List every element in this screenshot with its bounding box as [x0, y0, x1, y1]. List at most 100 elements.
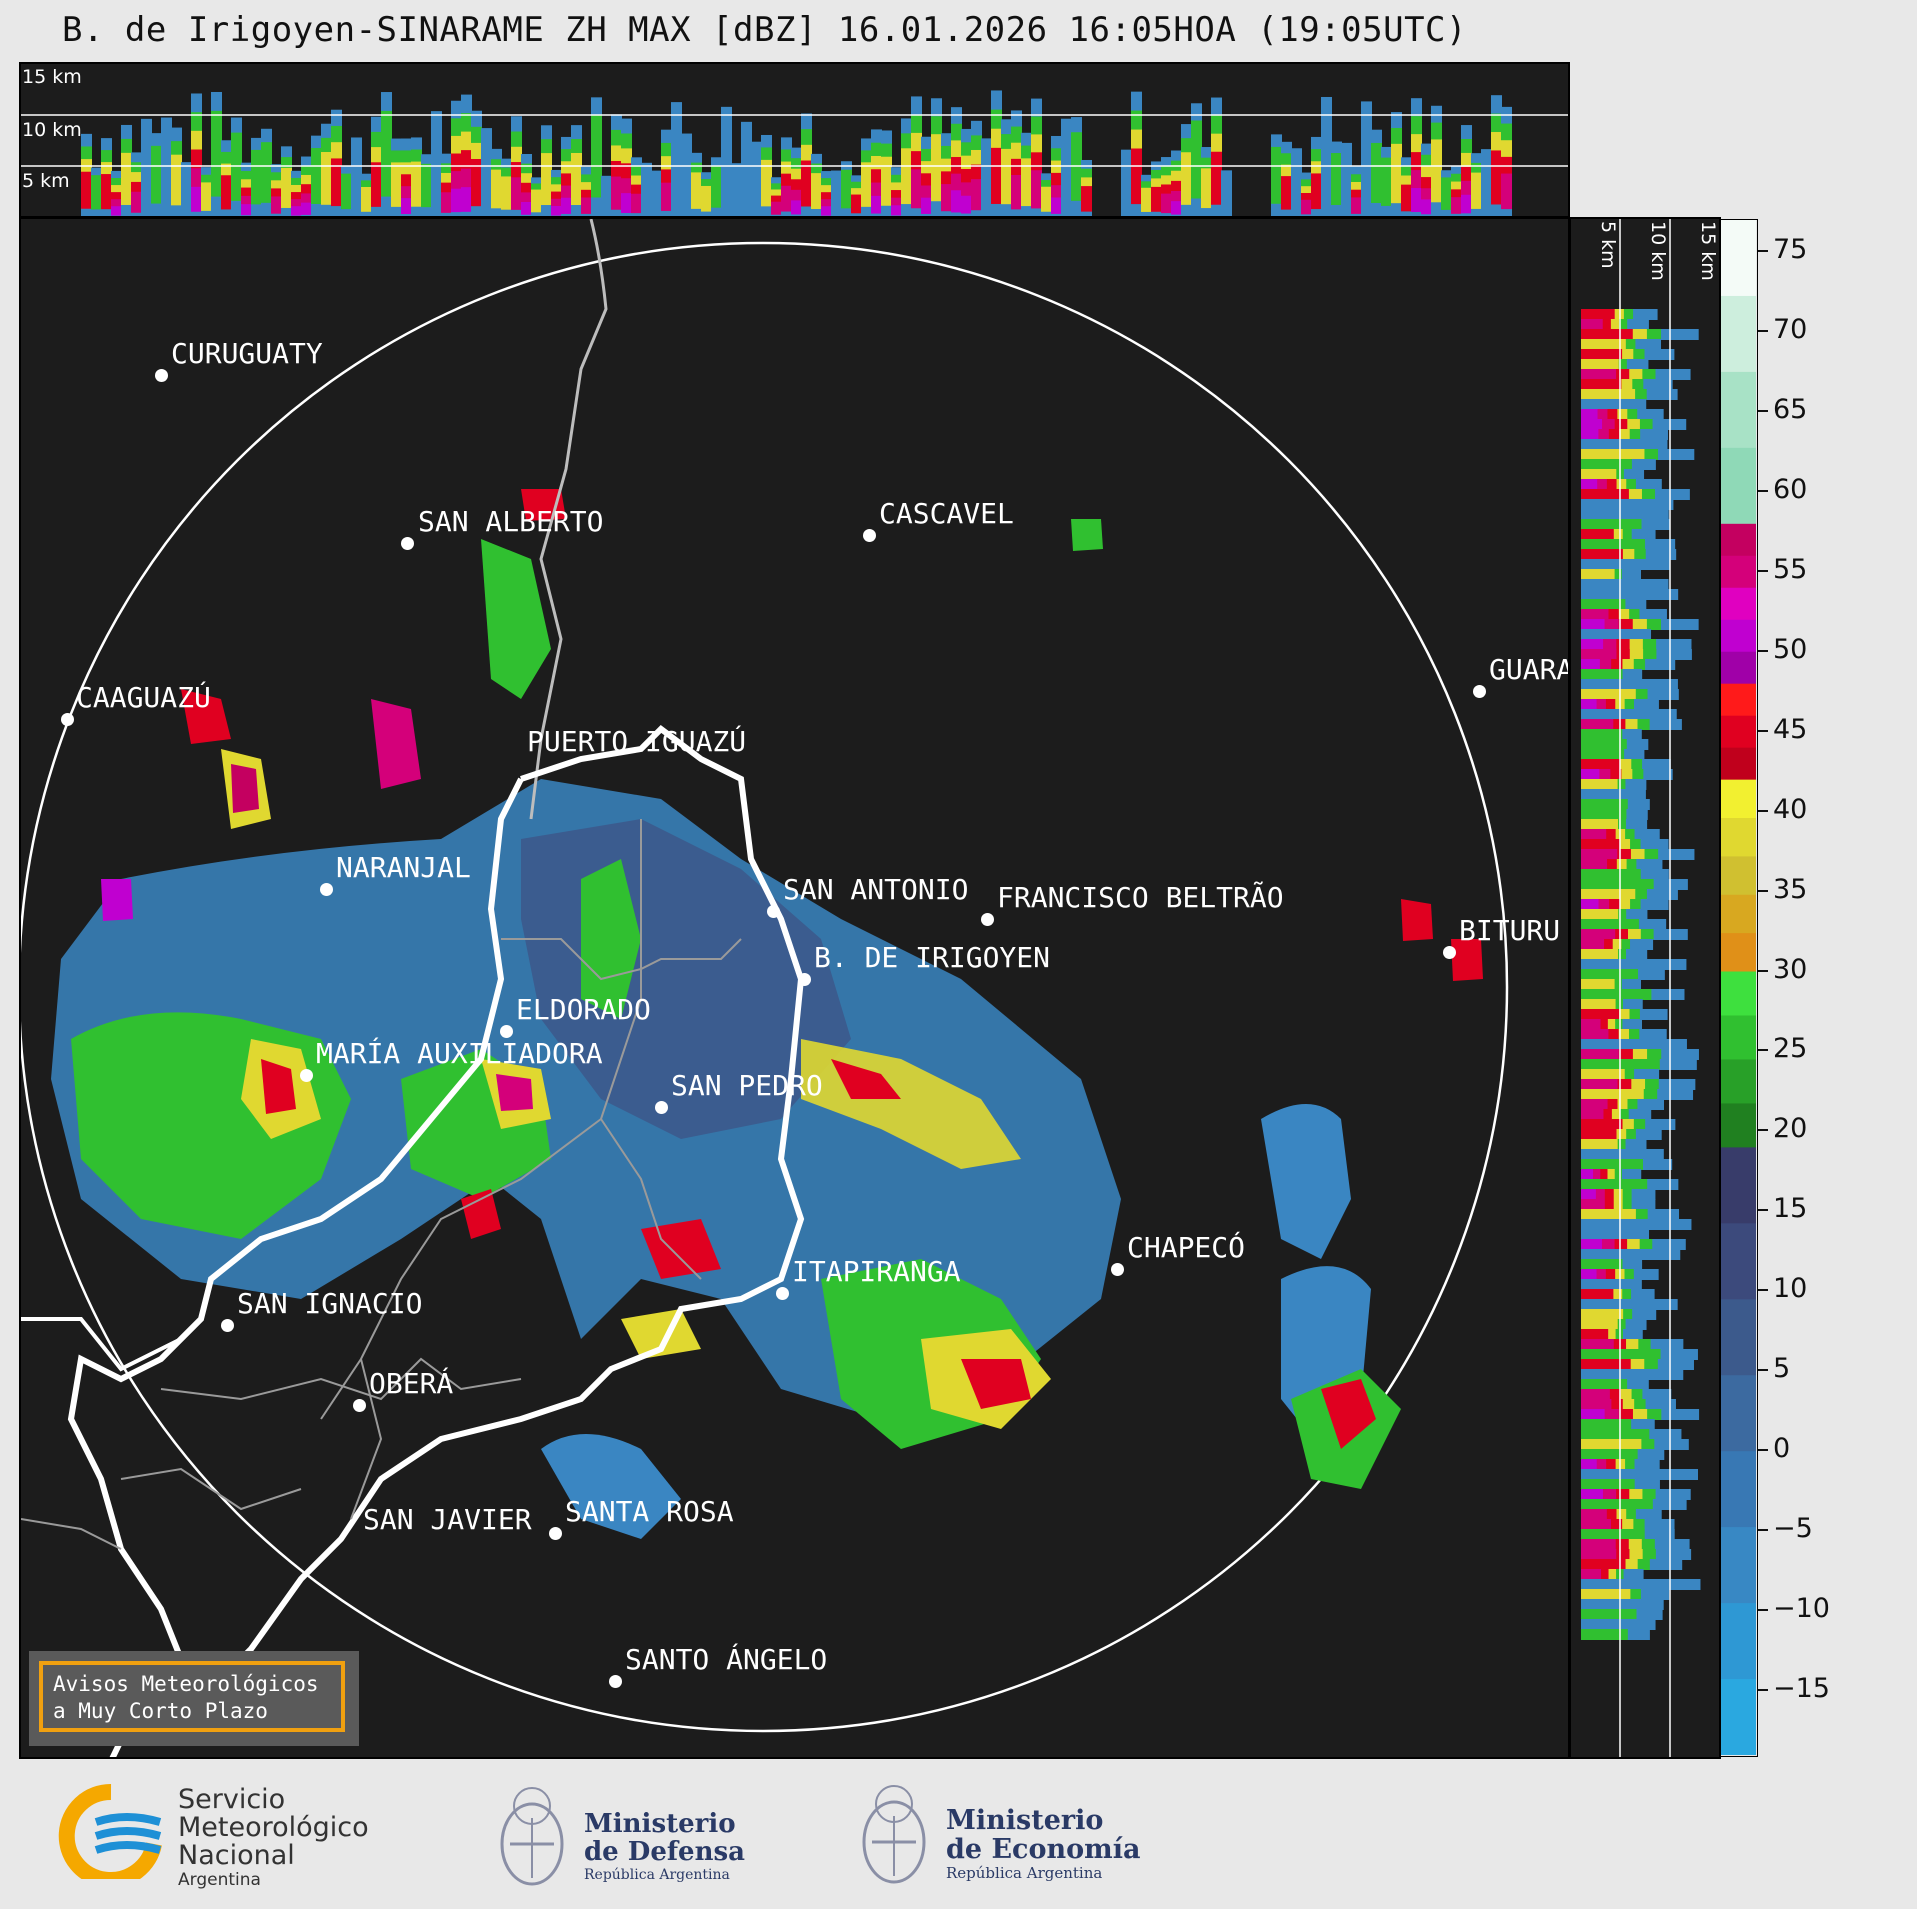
side-echo-row: [1581, 1489, 1603, 1500]
side-echo-row: [1581, 409, 1598, 420]
top-echo-column: [961, 195, 972, 214]
top-echo-column: [851, 194, 862, 214]
top-echo-column: [1131, 148, 1142, 205]
side-echo-row: [1581, 479, 1598, 490]
top-echo-column: [231, 132, 242, 201]
colorbar-tick-label: 35: [1773, 873, 1808, 905]
side-echo-row: [1581, 829, 1607, 840]
colorbar-tick-label: 65: [1773, 393, 1808, 425]
colorbar-segment: [1721, 1103, 1756, 1148]
side-echo-row: [1581, 329, 1633, 340]
top-echo-column: [171, 154, 182, 206]
side-echo-row: [1581, 489, 1629, 500]
side-echo-row: [1581, 669, 1623, 680]
city-label-itapiranga: ITAPIRANGA: [792, 1255, 961, 1288]
top-echo-column: [531, 189, 542, 213]
top-echo-column: [1501, 173, 1512, 210]
city-label-naranjal: NARANJAL: [336, 851, 471, 884]
city-label-san-ignacio: SAN IGNACIO: [237, 1287, 423, 1320]
top-echo-column: [1051, 197, 1062, 214]
colorbar-tick: [1758, 969, 1768, 972]
side-echo-row: [1581, 1079, 1618, 1090]
top-echo-column: [1451, 197, 1462, 214]
side-echo-row: [1581, 609, 1609, 620]
top-echo-column: [1361, 101, 1372, 216]
side-echo-row: [1581, 1569, 1602, 1580]
top-echo-column: [441, 192, 452, 213]
top-echo-column: [1481, 149, 1492, 216]
side-echo-row: [1581, 319, 1603, 330]
top-echo-column: [361, 186, 372, 212]
side-echo-row: [1581, 1519, 1611, 1530]
colorbar-tick-label: 50: [1773, 633, 1808, 665]
colorbar-segment: [1721, 683, 1756, 717]
colorbar-segment: [1721, 1223, 1756, 1300]
city-label-chapeco: CHAPECÓ: [1127, 1231, 1246, 1264]
top-altitude-10km: 10 km: [22, 119, 82, 141]
top-echo-column: [561, 197, 572, 214]
top-echo-column: [661, 182, 672, 211]
side-echo-row: [1581, 679, 1678, 690]
side-echo-row: [1581, 1129, 1617, 1140]
top-echo-column: [1081, 186, 1092, 212]
top-echo-column: [431, 111, 442, 216]
side-echo-row: [1581, 1559, 1626, 1570]
side-echo-row: [1581, 1279, 1642, 1290]
side-echo-row: [1581, 699, 1597, 710]
colorbar-segment: [1721, 856, 1756, 896]
avisos-box[interactable]: Avisos Meteorológicos a Muy Corto Plazo: [29, 1651, 359, 1746]
top-echo-column: [611, 176, 622, 210]
top-echo-column: [1141, 187, 1152, 212]
side-echo-row: [1581, 989, 1652, 1000]
top-echo-column: [871, 195, 882, 214]
top-echo-column: [201, 182, 212, 211]
top-echo-column: [451, 188, 462, 213]
defensa-seal-icon: [496, 1778, 568, 1896]
side-echo-row: [1581, 689, 1636, 700]
colorbar-segment: [1721, 818, 1756, 857]
footer: Servicio Meteorológico Nacional Argentin…: [0, 1762, 1917, 1909]
side-echo-row: [1581, 349, 1623, 360]
side-echo-row: [1581, 1589, 1631, 1600]
top-echo-column: [1321, 96, 1332, 216]
city-dot-santo-angelo: [609, 1675, 622, 1688]
side-echo-row: [1581, 999, 1616, 1010]
top-echo-column: [221, 175, 232, 210]
side-echo-row: [1581, 719, 1614, 730]
economia-name: Ministerio de Economía República Argenti…: [946, 1806, 1140, 1882]
top-echo-column: [1001, 148, 1012, 205]
side-echo-row: [1581, 1199, 1605, 1210]
top-echo-column: [151, 145, 162, 204]
side-echo-row: [1581, 549, 1623, 560]
city-label-cascavel: CASCAVEL: [879, 497, 1014, 530]
side-echo-row: [1581, 309, 1615, 320]
side-echo-row: [1581, 1019, 1601, 1030]
top-echo-column: [571, 152, 582, 205]
side-echo-row: [1581, 1449, 1638, 1460]
radar-map: CURUGUATY SAN ALBERTO CASCAVEL CAAGUAZÚ …: [19, 217, 1570, 1759]
city-dot-obera: [353, 1399, 366, 1412]
economia-line3: República Argentina: [946, 1864, 1103, 1882]
colorbar-segment: [1721, 933, 1756, 973]
top-echo-column: [781, 185, 792, 212]
side-echo-row: [1581, 1459, 1597, 1470]
city-label-curuguaty: CURUGUATY: [171, 337, 323, 370]
side-echo-row: [1581, 1269, 1597, 1280]
top-echo-column: [1271, 146, 1282, 204]
side-echo-row: [1581, 379, 1622, 390]
top-echo-column: [311, 147, 322, 204]
top-echo-column: [751, 141, 762, 216]
defensa-line1: Ministerio: [584, 1809, 736, 1839]
top-echo-column: [1441, 177, 1452, 210]
top-echo-column: [351, 137, 362, 216]
city-dot-bituru: [1443, 946, 1456, 959]
top-altitude-15km: 15 km: [22, 66, 82, 88]
smn-line3: Nacional: [178, 1840, 295, 1871]
side-altitude-15km: 15 km: [1697, 221, 1719, 281]
economia-line2: de Economía: [946, 1834, 1141, 1865]
city-dot-curuguaty: [155, 369, 168, 382]
side-echo-row: [1581, 1289, 1614, 1300]
top-echo-column: [881, 156, 892, 206]
side-echo-row: [1581, 869, 1641, 880]
side-echo-row: [1581, 589, 1679, 600]
